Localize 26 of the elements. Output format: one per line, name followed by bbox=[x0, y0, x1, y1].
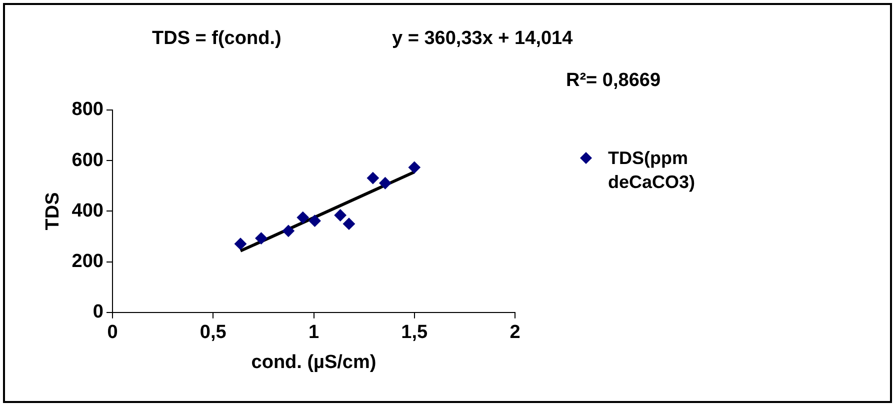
point bbox=[379, 177, 392, 190]
x-tick-label: 0,5 bbox=[200, 322, 227, 344]
x-axis-title: cond. (µS/cm) bbox=[251, 352, 376, 373]
text: R²= 0,8669 bbox=[566, 70, 661, 91]
point bbox=[342, 218, 355, 230]
y-tick-label: 600 bbox=[72, 150, 104, 171]
y-tick-label: 400 bbox=[72, 200, 104, 222]
point bbox=[308, 214, 321, 227]
y-axis-title: TDS bbox=[42, 192, 64, 230]
point bbox=[334, 209, 346, 222]
y-tick-label: 800 bbox=[72, 99, 104, 120]
point bbox=[234, 238, 246, 250]
x-tick-label: 2 bbox=[510, 322, 520, 344]
point bbox=[255, 232, 268, 244]
x-tick-label: 0 bbox=[107, 322, 118, 344]
point bbox=[408, 161, 420, 174]
text: y = 360,33x + 14,014 bbox=[392, 28, 574, 49]
y-tick-label: 200 bbox=[72, 251, 104, 272]
legend-label: TDS(ppm deCaCO3) bbox=[608, 148, 696, 192]
point bbox=[296, 212, 309, 224]
x-tick-label: 1 bbox=[308, 322, 320, 344]
y-tick-label: 0 bbox=[92, 302, 104, 323]
chart-title: TDS = f(cond.) bbox=[152, 28, 282, 49]
point bbox=[282, 224, 294, 237]
x-tick-label: 1,5 bbox=[401, 322, 428, 344]
point bbox=[366, 172, 379, 184]
